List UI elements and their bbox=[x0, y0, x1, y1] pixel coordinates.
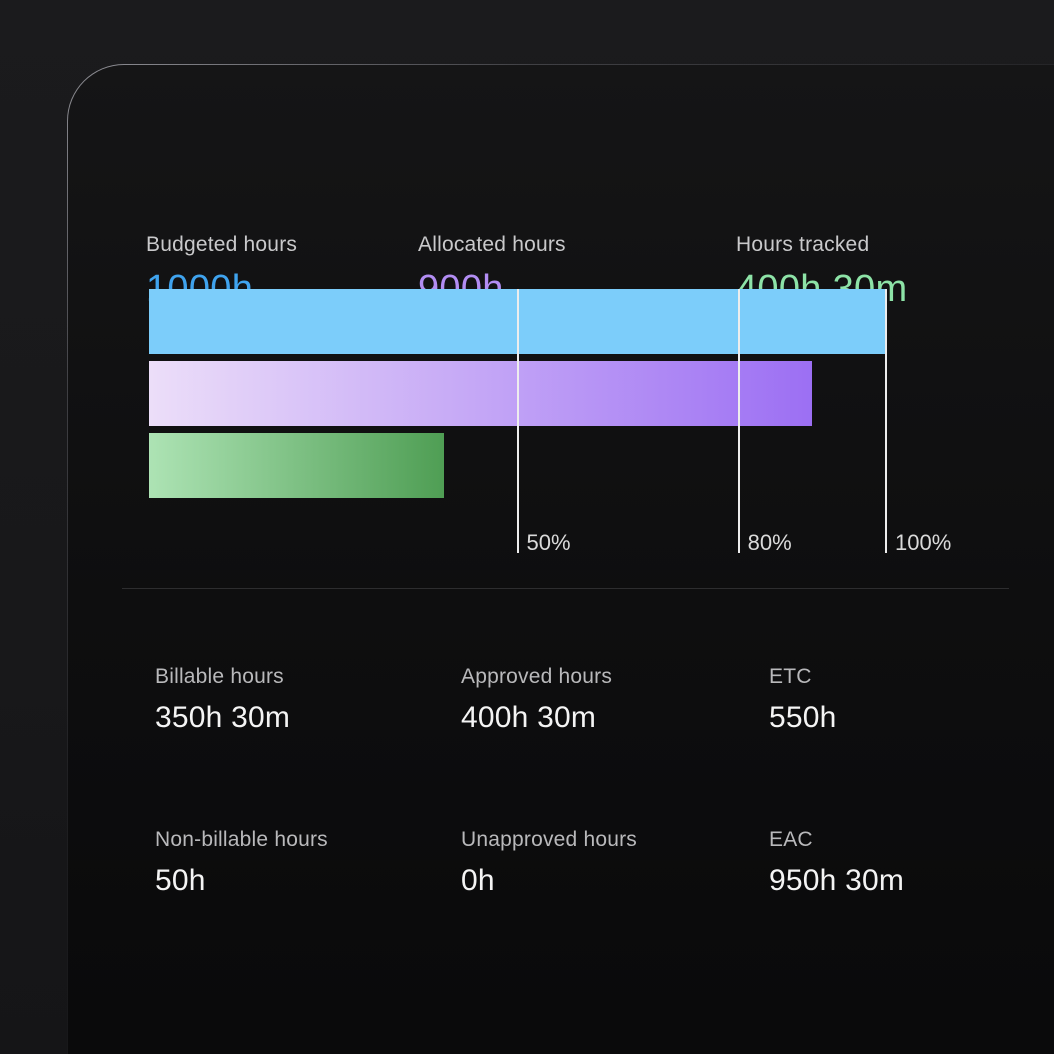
bar-hours-tracked bbox=[149, 433, 445, 498]
gridline-label: 100% bbox=[895, 530, 952, 555]
stat-billable-hours: Billable hours 350h 30m bbox=[155, 663, 461, 737]
stat-eac: EAC 950h 30m bbox=[769, 826, 1054, 900]
metric-label: Budgeted hours bbox=[146, 233, 298, 256]
metric-label: Allocated hours bbox=[418, 233, 566, 256]
stat-label: EAC bbox=[769, 828, 813, 851]
gridline-label: 80% bbox=[747, 530, 792, 555]
gridline-50: 50% bbox=[516, 289, 571, 555]
gridline-80: 80% bbox=[737, 289, 792, 555]
stat-value: 950h 30m bbox=[769, 864, 905, 897]
stats-row: Billable hours 350h 30m Approved hours 400h… bbox=[155, 663, 1054, 737]
stat-label: Billable hours bbox=[155, 665, 284, 688]
stats-row: Non-billable hours 50h Unapproved hours 0h E… bbox=[155, 826, 1054, 900]
stat-value: 550h bbox=[769, 701, 837, 734]
metric-label: Hours tracked bbox=[736, 233, 870, 256]
stat-value: 50h bbox=[155, 864, 206, 897]
stat-etc: ETC 550h bbox=[769, 663, 1054, 737]
stat-value: 400h 30m bbox=[461, 701, 597, 734]
gridline-group: 50% 80% 100% bbox=[149, 289, 951, 555]
hours-summary-panel: Budgeted hours1000hAllocated hours900hHo… bbox=[68, 65, 1054, 1054]
bar-group bbox=[149, 289, 886, 553]
gridline-label: 50% bbox=[526, 530, 571, 555]
stat-label: ETC bbox=[769, 665, 812, 688]
bar-allocated-hours bbox=[149, 361, 813, 426]
stat-label: Non-billable hours bbox=[155, 828, 328, 851]
stat-unapproved-hours: Unapproved hours 0h bbox=[461, 826, 769, 900]
stat-approved-hours: Approved hours 400h 30m bbox=[461, 663, 769, 737]
hours-bar-chart: 50% 80% 100% bbox=[149, 289, 951, 555]
divider bbox=[122, 588, 1009, 589]
stat-label: Approved hours bbox=[461, 665, 613, 688]
gridline-100: 100% bbox=[885, 289, 951, 555]
stat-value: 0h bbox=[461, 864, 495, 897]
stat-label: Unapproved hours bbox=[461, 828, 637, 851]
stat-value: 350h 30m bbox=[155, 701, 291, 734]
stat-non-billable-hours: Non-billable hours 50h bbox=[155, 826, 461, 900]
panel-border: Budgeted hours1000hAllocated hours900hHo… bbox=[67, 64, 1054, 1054]
